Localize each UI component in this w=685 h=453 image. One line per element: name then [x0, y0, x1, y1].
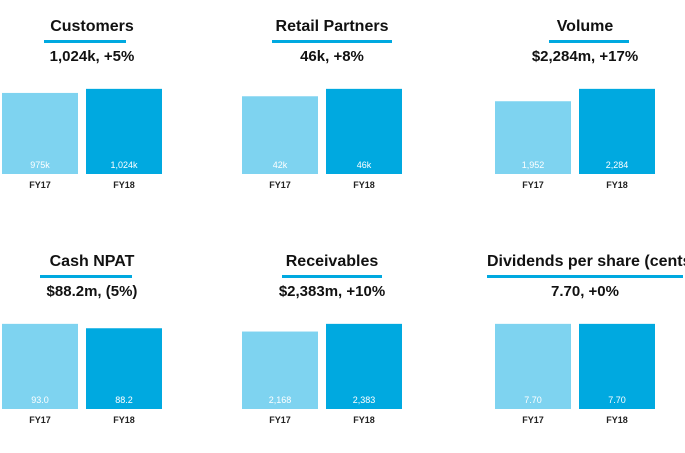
- title-underline: [282, 275, 382, 278]
- data-label: 1,952: [522, 160, 545, 170]
- data-label: 975k: [30, 160, 50, 170]
- chart-title: Retail Partners: [275, 18, 389, 35]
- bar-fy18: [86, 88, 162, 174]
- bar-chart-customers: 975k FY17 1,024k FY18: [2, 88, 162, 190]
- data-label: 7.70: [524, 395, 542, 405]
- bar-fy17: [242, 331, 318, 409]
- chart-panel-dividends-per-share: Dividends per share (cents 7.70, +0% 7.7…: [487, 253, 685, 453]
- category-label: FY18: [353, 415, 375, 425]
- title-underline: [487, 275, 683, 278]
- title-underline: [44, 40, 126, 43]
- category-label: FY18: [113, 180, 135, 190]
- title-underline: [549, 40, 629, 43]
- chart-title: Dividends per share (cents: [487, 253, 685, 270]
- chart-headline: $88.2m, (5%): [46, 283, 138, 300]
- chart-panel-cash-npat: Cash NPAT $88.2m, (5%) 93.0 FY17 88.2 FY18: [2, 253, 182, 453]
- chart-headline: $2,383m, +10%: [278, 283, 386, 300]
- category-label: FY18: [113, 415, 135, 425]
- data-label: 93.0: [31, 395, 49, 405]
- category-label: FY17: [522, 180, 544, 190]
- chart-title: Volume: [556, 18, 614, 35]
- bar-chart-cash-npat: 93.0 FY17 88.2 FY18: [2, 323, 162, 425]
- category-label: FY17: [522, 415, 544, 425]
- category-label: FY17: [29, 180, 51, 190]
- chart-panel-volume: Volume $2,284m, +17% 1,952 FY17 2,284 FY18: [495, 18, 675, 218]
- data-label: 1,024k: [110, 160, 138, 170]
- chart-headline: $2,284m, +17%: [531, 48, 639, 65]
- chart-headline: 1,024k, +5%: [49, 48, 135, 65]
- chart-title: Cash NPAT: [49, 253, 135, 270]
- bar-chart-retail-partners: 42k FY17 46k FY18: [242, 88, 402, 190]
- chart-headline: 7.70, +0%: [551, 283, 619, 300]
- bar-fy17: [2, 323, 78, 409]
- category-label: FY17: [269, 415, 291, 425]
- data-label: 2,284: [606, 160, 629, 170]
- bar-fy17: [495, 323, 571, 409]
- bar-fy17: [495, 101, 571, 174]
- category-label: FY17: [269, 180, 291, 190]
- category-label: FY18: [353, 180, 375, 190]
- bar-fy17: [242, 96, 318, 174]
- data-label: 46k: [357, 160, 372, 170]
- bar-fy18: [326, 323, 402, 409]
- bar-chart-dividends-per-share: 7.70 FY17 7.70 FY18: [495, 323, 655, 425]
- bar-chart-receivables: 2,168 FY17 2,383 FY18: [242, 323, 402, 425]
- chart-panel-retail-partners: Retail Partners 46k, +8% 42k FY17 46k FY18: [242, 18, 422, 218]
- bar-chart-volume: 1,952 FY17 2,284 FY18: [495, 88, 655, 190]
- data-label: 7.70: [608, 395, 626, 405]
- category-label: FY18: [606, 415, 628, 425]
- chart-title: Customers: [50, 18, 134, 35]
- bar-fy17: [2, 92, 78, 174]
- data-label: 88.2: [115, 395, 133, 405]
- chart-title: Receivables: [285, 253, 379, 270]
- chart-panel-receivables: Receivables $2,383m, +10% 2,168 FY17 2,383…: [242, 253, 422, 453]
- data-label: 2,383: [353, 395, 376, 405]
- chart-headline: 46k, +8%: [300, 48, 364, 65]
- chart-panel-customers: Customers 1,024k, +5% 975k FY17 1,024k FY18: [2, 18, 182, 218]
- bar-fy18: [326, 88, 402, 174]
- bar-fy18: [579, 88, 655, 174]
- title-underline: [272, 40, 392, 43]
- bar-fy18: [86, 328, 162, 409]
- bar-fy18: [579, 323, 655, 409]
- data-label: 42k: [273, 160, 288, 170]
- category-label: FY17: [29, 415, 51, 425]
- data-label: 2,168: [269, 395, 292, 405]
- title-underline: [40, 275, 132, 278]
- category-label: FY18: [606, 180, 628, 190]
